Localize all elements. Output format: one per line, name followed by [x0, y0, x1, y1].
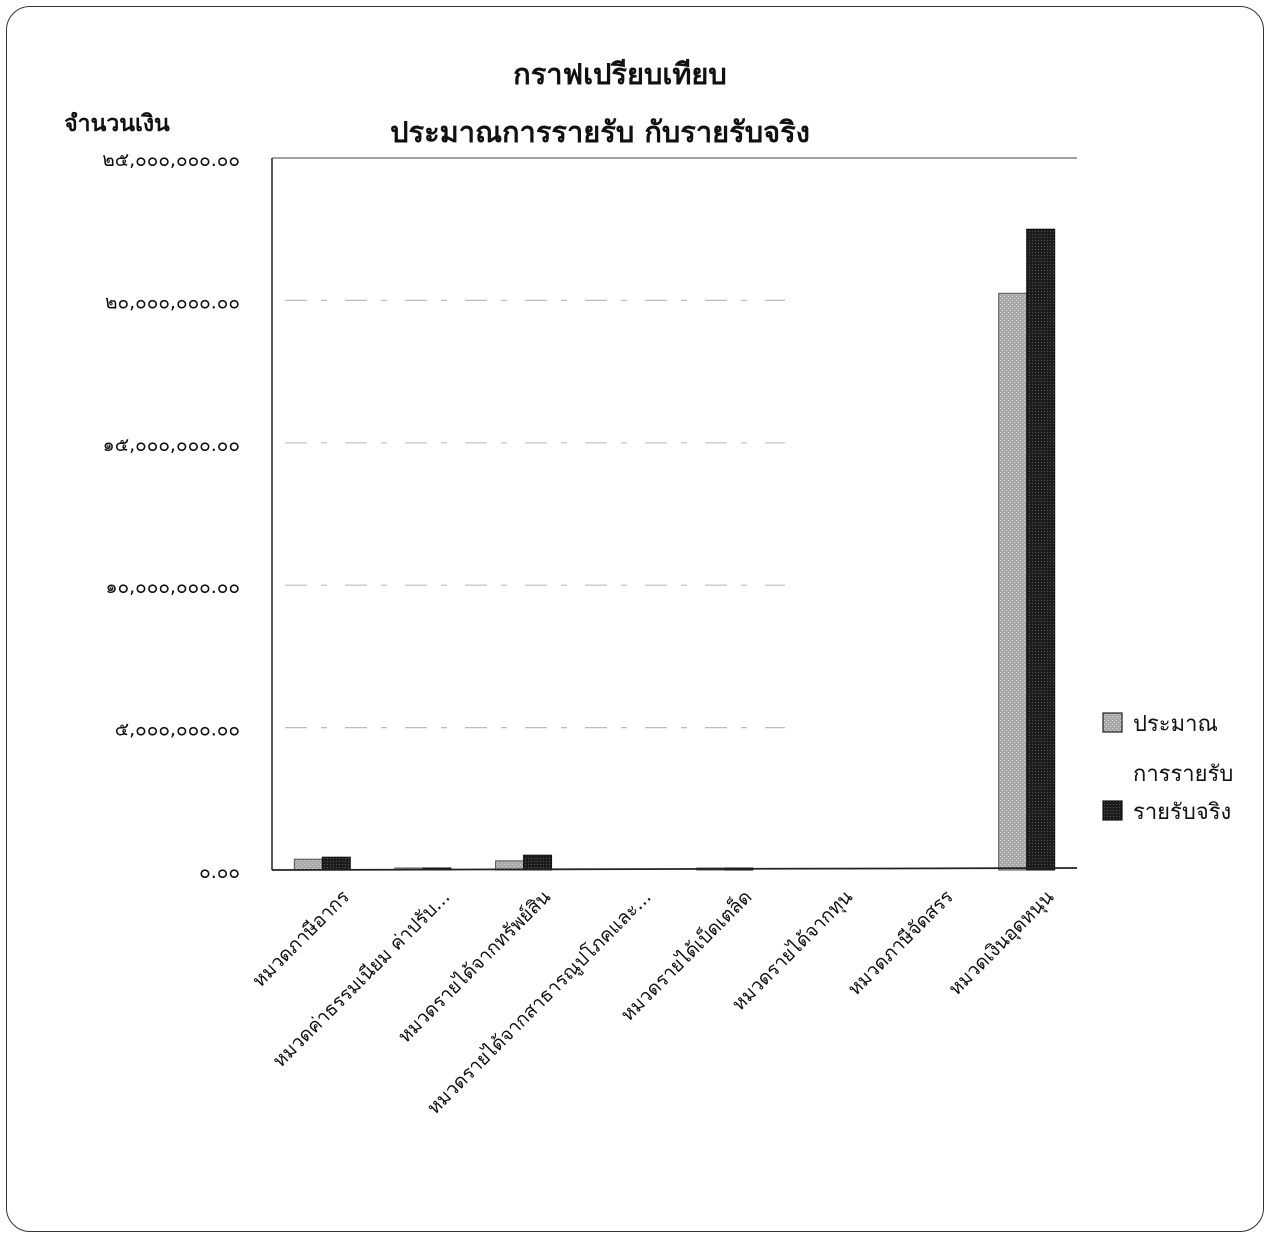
legend-label-estimate-line-2: การรายรับ: [1133, 762, 1233, 787]
legend-label-estimate-line-1: ประมาณ: [1133, 712, 1218, 737]
x-tick-label-0: หมวดภาษีอากร: [248, 886, 354, 992]
y-tick-label-5: ๒๕,๐๐๐,๐๐๐.๐๐: [102, 149, 240, 171]
y-tick-label-4: ๒๐,๐๐๐,๐๐๐.๐๐: [105, 291, 240, 313]
x-axis-line: [271, 867, 1078, 871]
y-tick-label-3: ๑๕,๐๐๐,๐๐๐.๐๐: [103, 434, 240, 456]
bar-estimate-7: [998, 292, 1028, 871]
x-tick-label-1: หมวดค่าธรรมเนียม ค่าปรับ...: [269, 886, 455, 1072]
y-tick-label-1: ๕,๐๐๐,๐๐๐.๐๐: [115, 719, 240, 741]
y-tick-label-2: ๑๐,๐๐๐,๐๐๐.๐๐: [105, 576, 240, 598]
bar-actual-0: [321, 856, 351, 871]
x-tick-label-7: หมวดเงินอุดหนุน: [944, 886, 1059, 1001]
y-axis-ticks: ๐.๐๐ ๕,๐๐๐,๐๐๐.๐๐ ๑๐,๐๐๐,๐๐๐.๐๐ ๑๕,๐๐๐,๐๐๐.…: [102, 149, 240, 883]
gridlines: [285, 299, 785, 729]
y-axis-label: จำนวนเงิน: [64, 111, 170, 137]
bars: [293, 228, 1056, 871]
x-tick-label-6: หมวดภาษีจัดสรร: [844, 886, 958, 1000]
legend-swatch-estimate: [1102, 712, 1123, 733]
x-tick-label-3: หมวดรายได้จากสาธารณูปโภคและ...: [422, 885, 656, 1119]
chart-title-line-2: ประมาณการรายรับ กับรายรับจริง: [390, 115, 810, 149]
legend-label-actual: รายรับจริง: [1133, 800, 1231, 825]
chart-frame: [6, 6, 1264, 1232]
bar-actual-2: [523, 854, 553, 871]
legend: ประมาณ การรายรับ รายรับจริง: [1102, 712, 1233, 825]
bar-estimate-0: [293, 858, 323, 871]
chart-title-line-1: กราฟเปรียบเทียบ: [513, 57, 727, 91]
legend-swatch-actual: [1102, 800, 1123, 821]
bar-actual-7: [1026, 228, 1056, 871]
y-tick-label-0: ๐.๐๐: [199, 861, 240, 883]
